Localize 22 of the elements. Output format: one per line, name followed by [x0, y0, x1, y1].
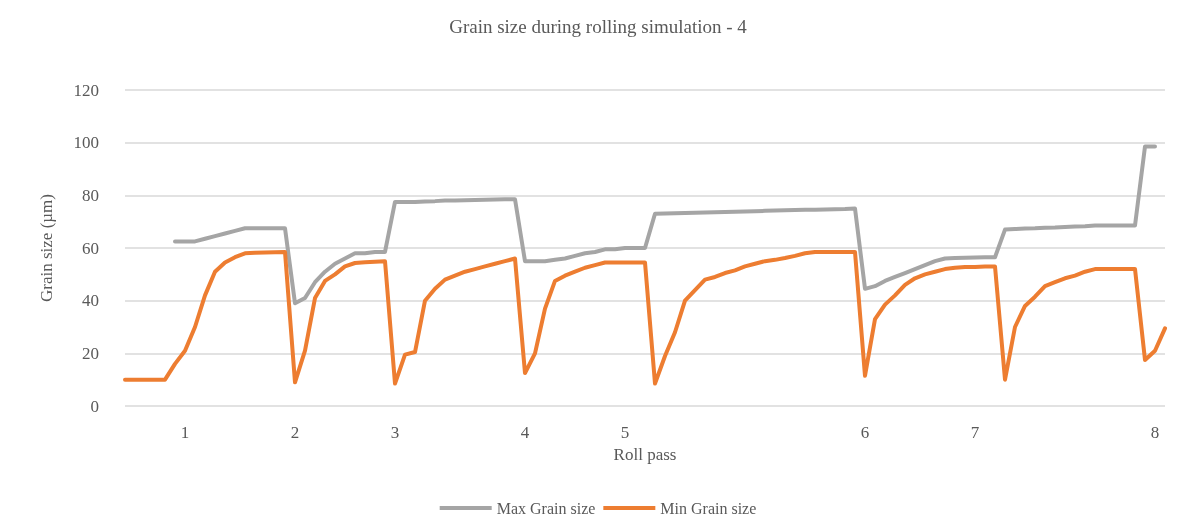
y-tick-label: 100 [73, 133, 99, 153]
y-tick-label: 40 [82, 291, 99, 311]
legend-label: Max Grain size [496, 499, 596, 517]
y-tick-label: 80 [82, 185, 99, 205]
y-tick-label: 60 [82, 238, 99, 258]
x-tick-label: 8 [1150, 423, 1160, 442]
x-tick-label: 5 [620, 423, 630, 442]
chart-title: Grain size during rolling simulation - 4 [449, 16, 748, 37]
x-tick-label: 3 [390, 423, 400, 442]
y-tick-label: 20 [82, 343, 99, 363]
line-series [173, 144, 1157, 306]
x-tick-label: 4 [520, 423, 530, 442]
x-tick-label: 7 [970, 423, 980, 442]
x-tick-label: 2 [290, 423, 300, 442]
y-axis-title: Grain size (µm) [37, 194, 56, 302]
x-axis-title: Roll pass [613, 444, 677, 464]
y-tick-label: 0 [90, 396, 99, 416]
legend-label: Min Grain size [660, 499, 757, 517]
line-series [123, 249, 1167, 386]
x-tick-label: 1 [180, 423, 190, 442]
x-tick-label: 6 [860, 423, 870, 442]
y-tick-label: 120 [73, 80, 99, 100]
